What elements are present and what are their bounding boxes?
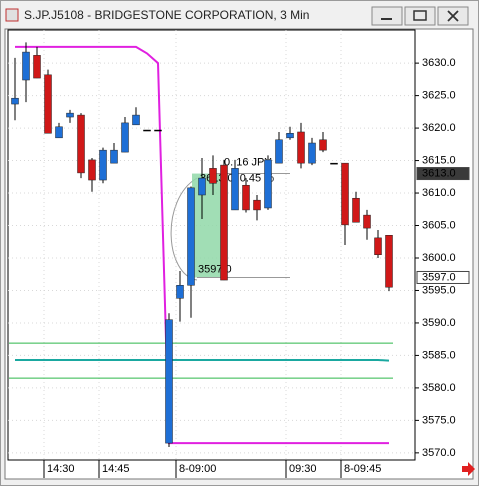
close-icon [447, 10, 459, 22]
candle-body [220, 164, 228, 281]
y-tick-label: 3630.0 [422, 57, 456, 69]
y-tick-label: 3570.0 [422, 447, 456, 459]
y-tick-label: 3580.0 [422, 382, 456, 394]
candle-body [319, 139, 327, 151]
maximize-icon [413, 10, 427, 21]
window-buttons[interactable] [371, 6, 469, 26]
measure-change: 0. 16 JPY [224, 156, 272, 168]
candle-body [363, 214, 371, 229]
window-title: S.JP.J5108 - BRIDGESTONE CORPORATION, 3 … [24, 8, 309, 22]
minimize-button[interactable] [371, 6, 403, 26]
candle-body [198, 177, 206, 196]
candle-body [385, 235, 393, 288]
candle-body [231, 168, 239, 211]
measure-curve [170, 177, 198, 281]
candle-body [99, 149, 107, 181]
candle-body [352, 197, 360, 223]
candle-body [22, 51, 30, 81]
price-tag-label: 3597.0 [422, 271, 456, 283]
candle-body [242, 184, 250, 211]
indicator-line [15, 45, 389, 445]
x-tick-label: 8-09:45 [344, 463, 381, 475]
y-tick-label: 3625.0 [422, 90, 456, 102]
candle-body [176, 285, 184, 299]
candle-body [121, 122, 129, 153]
y-tick-label: 3600.0 [422, 252, 456, 264]
measure-box [192, 173, 223, 278]
y-tick-label: 3610.0 [422, 187, 456, 199]
candle-body [330, 162, 338, 165]
candle-body [297, 131, 305, 164]
candle-body [374, 237, 382, 255]
candle-body [77, 114, 85, 174]
price-tag [416, 270, 470, 284]
candle-body [286, 133, 294, 139]
candle-body [132, 114, 140, 126]
indicator-line [15, 358, 390, 362]
y-tick-label: 3605.0 [422, 219, 456, 231]
x-tick-label: 14:45 [102, 463, 130, 475]
x-tick-label: 09:30 [289, 463, 317, 475]
candle-body [33, 55, 41, 79]
candle-body [55, 126, 63, 139]
candle-body [110, 149, 118, 164]
candle-body [143, 129, 151, 132]
candle-body [88, 159, 96, 181]
candle-body [154, 129, 162, 132]
window-icon [5, 8, 19, 22]
price-tag-label: 3613.0 [422, 167, 456, 179]
candle-body [165, 319, 173, 444]
candle-body [308, 142, 316, 164]
y-tick-label: 3590.0 [422, 317, 456, 329]
price-tag [416, 167, 470, 181]
candle-body [209, 168, 217, 184]
y-tick-label: 3585.0 [422, 349, 456, 361]
scroll-arrow[interactable] [462, 462, 475, 476]
x-tick-label: 8-09:00 [179, 463, 216, 475]
y-tick-label: 3595.0 [422, 284, 456, 296]
y-tick-label: 3615.0 [422, 154, 456, 166]
candle-body [275, 139, 283, 164]
x-tick-label: 14:30 [47, 463, 75, 475]
candle-body [253, 199, 261, 211]
candle-body [11, 97, 19, 105]
maximize-button[interactable] [404, 6, 436, 26]
y-tick-label: 3620.0 [422, 122, 456, 134]
candle-body [264, 159, 272, 209]
candle-body [66, 112, 74, 118]
y-tick-label: 3575.0 [422, 414, 456, 426]
candle-body [187, 187, 195, 286]
candle-body [44, 74, 52, 134]
candle-body [341, 162, 349, 226]
